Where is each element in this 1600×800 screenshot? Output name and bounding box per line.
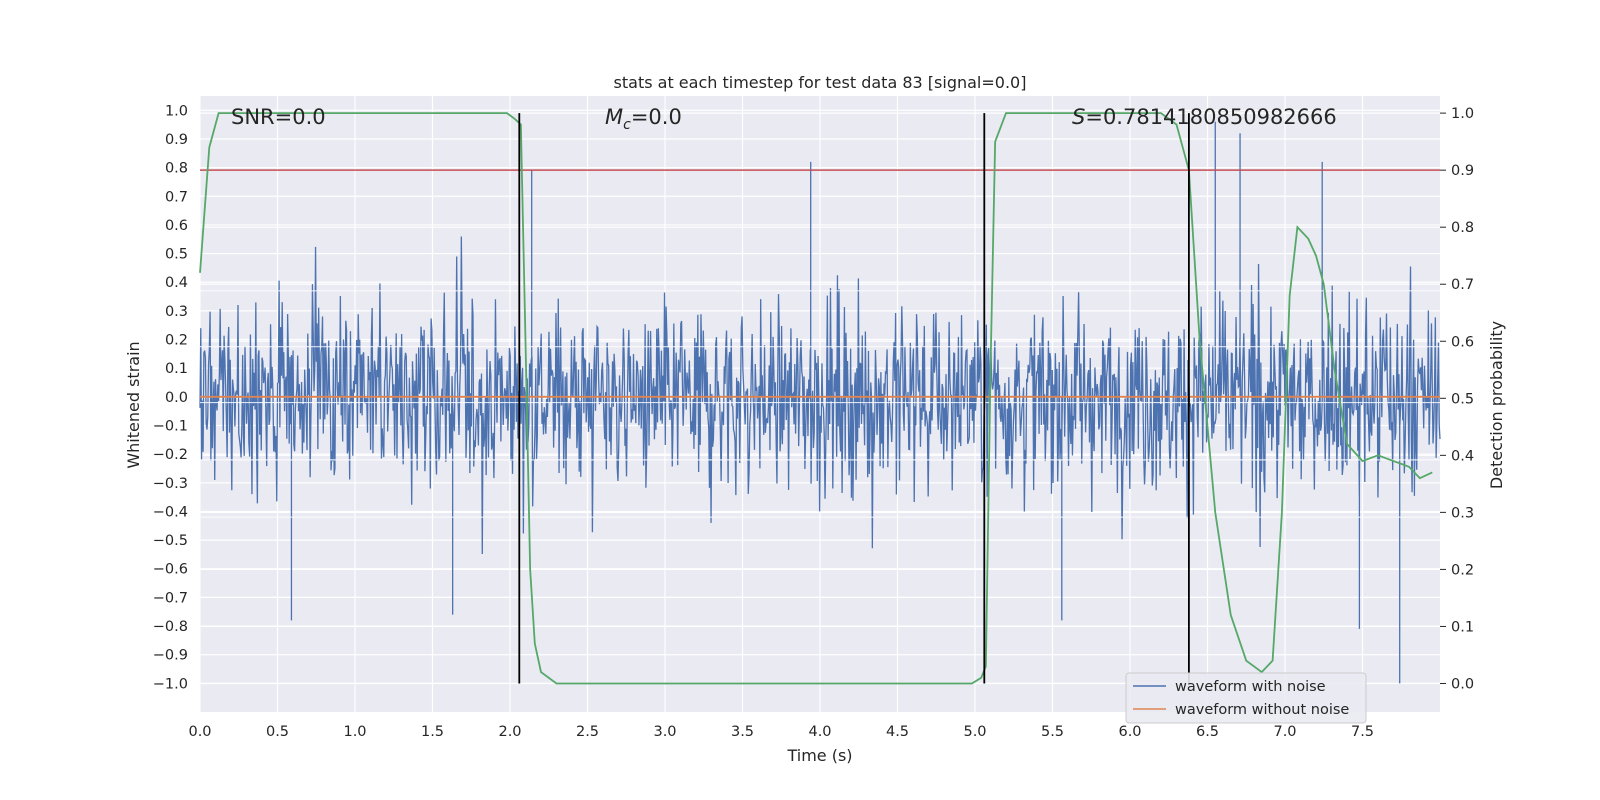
y2-tick-label: 0.3 xyxy=(1451,505,1474,521)
y-tick-label: −0.7 xyxy=(153,590,188,606)
x-tick-label: 4.5 xyxy=(886,724,909,740)
x-tick-label: 4.0 xyxy=(808,724,831,740)
detection-probability-line xyxy=(199,112,1433,685)
x-tick-labels: 0.0 0.5 1.0 1.5 2.0 2.5 3.0 3.5 4.0 4.5 5.0 5.5 6.0 6… xyxy=(188,724,1374,740)
x-tick-label: 7.5 xyxy=(1351,724,1374,740)
snr-annotation: SNR=0.0 xyxy=(231,105,326,129)
chirp-mass-subscript: c xyxy=(623,117,631,133)
y2-tick-labels: 1.0 0.9 0.8 0.7 0.6 0.5 0.4 0.3 0.2 0.1 0.0 xyxy=(1440,106,1474,692)
y2-tick-label: 0.0 xyxy=(1451,676,1474,692)
y-tick-label: 0.4 xyxy=(165,275,188,291)
y-tick-label: −0.6 xyxy=(153,562,188,578)
y-tick-label: −0.4 xyxy=(153,504,188,520)
y2-tick-label: 0.1 xyxy=(1451,619,1474,635)
legend: waveform with noise waveform without noi… xyxy=(1125,672,1367,724)
x-tick-label: 0.5 xyxy=(266,724,289,740)
y-tick-label: −0.9 xyxy=(153,648,188,664)
score-annotation: S=0.7814180850982666 xyxy=(1072,105,1337,129)
y-tick-label: 0.1 xyxy=(165,361,188,377)
x-tick-label: 5.0 xyxy=(963,724,986,740)
y-tick-label: −0.1 xyxy=(153,418,188,434)
x-axis-label: Time (s) xyxy=(786,746,852,765)
y-tick-label: 0.7 xyxy=(165,189,188,205)
y-tick-label: −0.2 xyxy=(153,447,188,463)
x-tick-label: 5.5 xyxy=(1041,724,1064,740)
x-tick-label: 1.5 xyxy=(421,724,444,740)
x-tick-label: 3.0 xyxy=(653,724,676,740)
noise-series xyxy=(199,121,1441,684)
x-tick-label: 3.5 xyxy=(731,724,754,740)
y2-tick-label: 0.8 xyxy=(1451,220,1474,236)
chirp-mass-annotation: Mc=0.0 xyxy=(605,105,682,133)
y2-tick-label: 0.6 xyxy=(1451,334,1474,350)
legend-label-noise: waveform with noise xyxy=(1175,679,1326,695)
score-symbol: S xyxy=(1072,105,1085,129)
y-tick-label: 0.9 xyxy=(165,132,188,148)
y-tick-labels: 1.0 0.9 0.8 0.7 0.6 0.5 0.4 0.3 0.2 0.1 0.0 −0.1 −0.… xyxy=(153,103,188,692)
y-tick-label: 0.5 xyxy=(165,247,188,263)
chirp-mass-value: =0.0 xyxy=(631,105,682,129)
y-tick-label: 0.0 xyxy=(165,390,188,406)
y2-tick-label: 1.0 xyxy=(1451,106,1474,122)
y-tick-label: 0.6 xyxy=(165,218,188,234)
y-tick-label: −0.5 xyxy=(153,533,188,549)
score-value: =0.7814180850982666 xyxy=(1085,105,1336,129)
x-tick-label: 2.5 xyxy=(576,724,599,740)
y-tick-label: −1.0 xyxy=(153,676,188,692)
x-tick-label: 6.5 xyxy=(1196,724,1219,740)
x-tick-label: 6.0 xyxy=(1118,724,1141,740)
chirp-mass-symbol: M xyxy=(605,105,623,129)
x-tick-label: 0.0 xyxy=(188,724,211,740)
y-tick-label: 0.8 xyxy=(165,161,188,177)
y2-tick-label: 0.9 xyxy=(1451,163,1474,179)
y-tick-label: 1.0 xyxy=(165,103,188,119)
legend-box xyxy=(1125,672,1367,724)
waveform-with-noise-line xyxy=(199,121,1441,684)
y2-tick-label: 0.5 xyxy=(1451,391,1474,407)
legend-label-clean: waveform without noise xyxy=(1175,702,1349,718)
vertical-markers xyxy=(518,113,1190,684)
x-tick-label: 2.0 xyxy=(498,724,521,740)
y-tick-label: −0.8 xyxy=(153,619,188,635)
y-axis-label: Whitened strain xyxy=(124,341,143,468)
probability-series xyxy=(199,112,1440,685)
y-tick-label: 0.3 xyxy=(165,304,188,320)
y-tick-label: −0.3 xyxy=(153,476,188,492)
x-tick-label: 1.0 xyxy=(343,724,366,740)
y2-tick-label: 0.7 xyxy=(1451,277,1474,293)
y-tick-label: 0.2 xyxy=(165,333,188,349)
y2-tick-label: 0.2 xyxy=(1451,562,1474,578)
y2-tick-label: 0.4 xyxy=(1451,448,1474,464)
y2-axis-label: Detection probability xyxy=(1487,321,1506,489)
chart-title: stats at each timestep for test data 83 … xyxy=(614,73,1027,92)
x-tick-label: 7.0 xyxy=(1273,724,1296,740)
